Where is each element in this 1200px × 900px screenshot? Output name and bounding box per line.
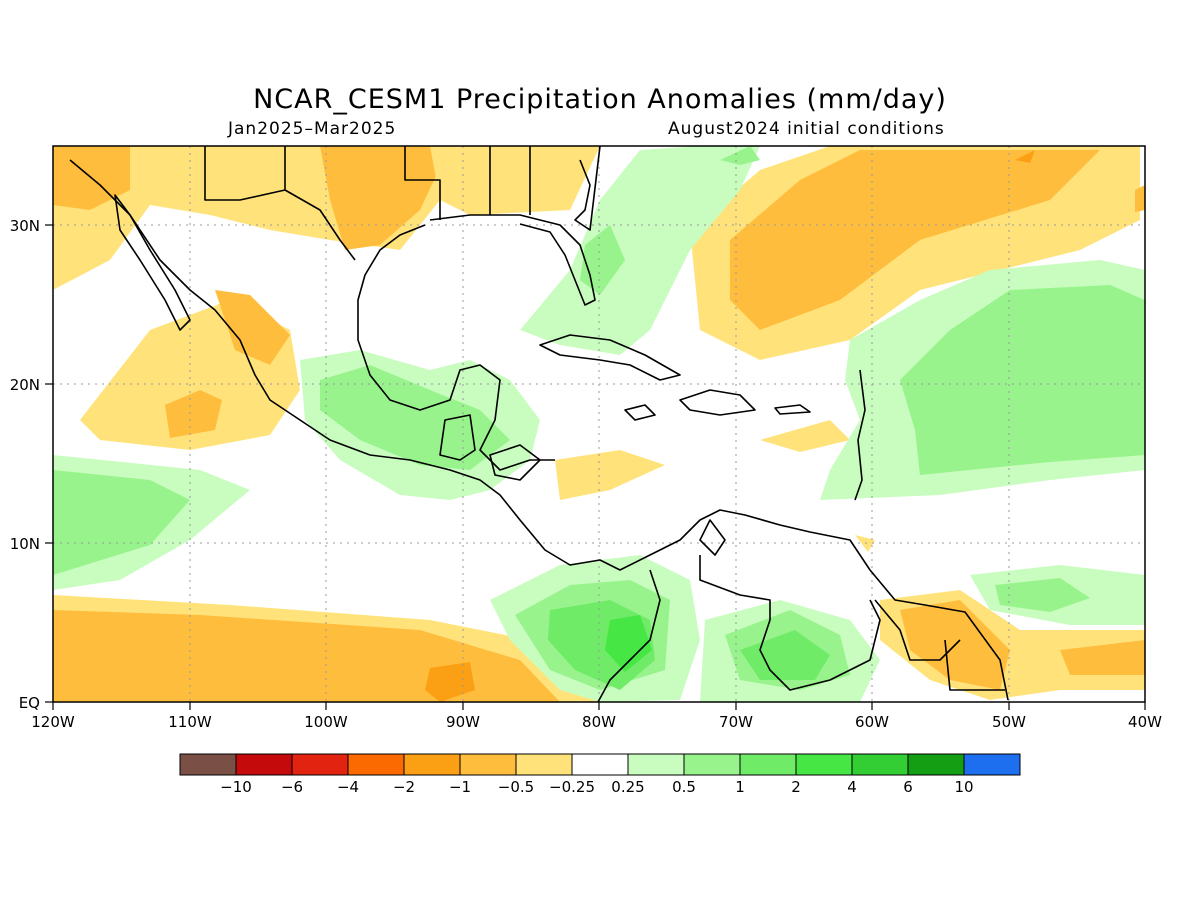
- dry-region-sierra-madre: [215, 290, 290, 365]
- lat-label-30n: 30N: [10, 217, 40, 235]
- colorbar-label: −10: [220, 778, 252, 796]
- puerto-rico: [774, 404, 811, 415]
- lon-label-40w: 40W: [1128, 713, 1162, 731]
- map-title: NCAR_CESM1 Precipitation Anomalies (mm/d…: [253, 84, 947, 115]
- hispaniola: [679, 389, 756, 416]
- colorbar-swatch: [347, 753, 405, 776]
- colorbar-swatch: [907, 753, 965, 776]
- colorbar-label: 2: [791, 778, 801, 796]
- jamaica: [624, 404, 656, 421]
- gulf-of-mexico-coast: [357, 224, 555, 471]
- colorbar-swatch: [627, 753, 685, 776]
- wet-region-florida-bahamas: [520, 146, 760, 355]
- lesser-antilles: [854, 369, 866, 501]
- central-america-borders: [439, 414, 541, 481]
- dry-spot-atlantic: [1015, 150, 1035, 163]
- axis-ticks: [45, 224, 1146, 710]
- lat-label-eq: EQ: [19, 694, 40, 712]
- dry-region-texas: [320, 146, 450, 250]
- colorbar-swatch: [179, 753, 237, 776]
- colorbar-label: 0.25: [611, 778, 644, 796]
- colorbar-swatch: [963, 753, 1021, 776]
- colorbar-label: 10: [954, 778, 973, 796]
- pacific-and-south-coast: [69, 159, 1009, 701]
- colorbar-swatch: [291, 753, 349, 776]
- colorbar-swatch: [459, 753, 517, 776]
- lon-label-70w: 70W: [719, 713, 753, 731]
- south-america-borders: [597, 555, 1005, 702]
- wet-region-tropical-atlantic: [900, 285, 1145, 475]
- forecast-period: Jan2025–Mar2025: [228, 119, 397, 139]
- us-mexico-state-borders: [204, 146, 531, 261]
- colorbar-label: 6: [903, 778, 913, 796]
- dry-region-atlantic: [730, 150, 1100, 330]
- wet-core-colombia: [605, 615, 652, 672]
- wet-spot-atlantic: [720, 146, 760, 165]
- anomaly-field: [53, 146, 1145, 702]
- colorbar-label: −0.25: [549, 778, 595, 796]
- lat-label-20n: 20N: [10, 376, 40, 394]
- colorbar-label: −0.5: [498, 778, 534, 796]
- wet-region-nw-brazil: [995, 578, 1090, 612]
- lon-label-120w: 120W: [31, 713, 75, 731]
- initial-conditions: August2024 initial conditions: [668, 119, 945, 139]
- colorbar-label: −6: [281, 778, 303, 796]
- latitude-labels: EQ 10N 20N 30N: [10, 217, 40, 712]
- dry-region-brazil-coast: [1060, 640, 1145, 675]
- wet-anomalies: [53, 146, 1145, 702]
- lake-maracaibo: [699, 519, 726, 556]
- dry-spot-east-caribbean: [760, 420, 850, 452]
- dry-edge-atlantic: [1135, 185, 1145, 212]
- colorbar-swatch: [235, 753, 293, 776]
- lon-label-90w: 90W: [446, 713, 480, 731]
- colorbar-swatch: [571, 753, 629, 776]
- wet-region-east-pacific: [53, 470, 190, 575]
- atlantic-coast-us: [574, 146, 601, 231]
- colorbar-label: −4: [337, 778, 359, 796]
- longitude-labels: 120W 110W 100W 90W 80W 70W 60W 50W 40W: [31, 713, 1162, 731]
- lon-label-50w: 50W: [992, 713, 1026, 731]
- wet-region-central-america: [320, 365, 510, 470]
- coastlines: [69, 146, 1009, 702]
- colorbar-label: −2: [393, 778, 415, 796]
- colorbar-swatch: [683, 753, 741, 776]
- colorbar-swatch: [851, 753, 909, 776]
- lon-label-110w: 110W: [168, 713, 212, 731]
- colorbar-swatch: [515, 753, 573, 776]
- colorbar: −10 −6 −4 −2 −1 −0.5 −0.25 0.25 0.5 1 2 4 6 10: [179, 753, 1021, 796]
- colorbar-swatches: [179, 753, 1021, 776]
- graticule: [53, 146, 1145, 702]
- lon-label-80w: 80W: [582, 713, 616, 731]
- colorbar-labels: −10 −6 −4 −2 −1 −0.5 −0.25 0.25 0.5 1 2 4 6 10: [220, 778, 973, 796]
- dry-spot-pacific: [165, 390, 222, 438]
- lat-label-10n: 10N: [10, 535, 40, 553]
- dry-spot-caribbean: [555, 450, 665, 500]
- colorbar-swatch: [739, 753, 797, 776]
- colorbar-label: 4: [847, 778, 857, 796]
- lon-label-100w: 100W: [304, 713, 348, 731]
- dry-region-gulf-coast: [430, 146, 600, 215]
- colorbar-label: 0.5: [672, 778, 696, 796]
- colorbar-swatch: [795, 753, 853, 776]
- colorbar-label: 1: [735, 778, 745, 796]
- florida-coast: [429, 214, 596, 306]
- cuba: [539, 334, 681, 381]
- baja-california: [114, 194, 191, 331]
- lon-label-60w: 60W: [855, 713, 889, 731]
- colorbar-label: −1: [449, 778, 471, 796]
- colorbar-swatch: [403, 753, 461, 776]
